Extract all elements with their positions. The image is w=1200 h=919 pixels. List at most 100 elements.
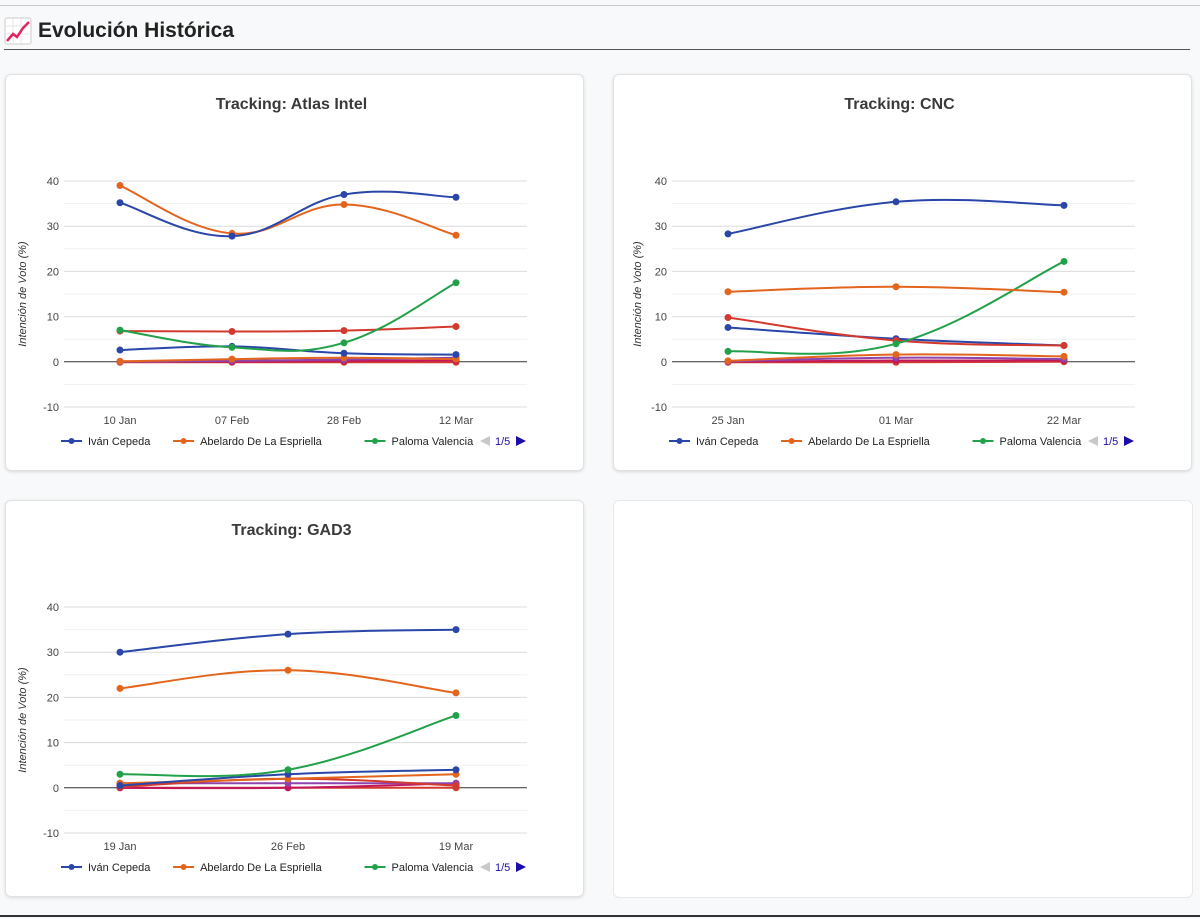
series-5	[724, 351, 1068, 365]
data-point	[452, 626, 460, 634]
y-tick-label: 20	[47, 266, 59, 278]
data-point	[284, 766, 292, 774]
y-tick-label: 10	[47, 738, 59, 750]
x-tick-label: 19 Jan	[103, 841, 136, 853]
data-point	[452, 782, 460, 790]
data-point	[228, 355, 236, 363]
data-point	[116, 326, 124, 334]
x-tick-label: 07 Feb	[215, 415, 249, 427]
series-line	[119, 356, 457, 363]
series-2	[116, 279, 460, 352]
data-point	[340, 201, 348, 209]
legend-swatch-dot	[68, 438, 75, 444]
triangle-right-icon[interactable]	[1124, 436, 1134, 446]
legend: Iván Cepeda Abelardo De La Espriella Palom…	[61, 436, 474, 448]
y-tick-label: -10	[43, 828, 59, 840]
data-point	[340, 339, 348, 347]
series-line	[119, 281, 457, 352]
legend-label: Iván Cepeda	[88, 862, 151, 874]
legend-swatch-dot	[372, 864, 378, 870]
legend-swatch-dot	[180, 864, 187, 870]
series-1	[724, 283, 1068, 296]
y-tick-label: 0	[53, 783, 59, 795]
x-tick-label: 12 Mar	[439, 415, 474, 427]
data-point	[724, 230, 732, 238]
data-point	[116, 357, 124, 365]
series-2	[116, 711, 460, 778]
data-point	[892, 340, 900, 348]
data-point	[116, 684, 124, 692]
data-point	[116, 648, 124, 656]
data-point	[1060, 201, 1068, 209]
legend-label: Iván Cepeda	[696, 436, 759, 448]
series-0	[116, 190, 460, 240]
series-line	[119, 184, 457, 237]
chart-title: Tracking: Atlas Intel	[216, 96, 367, 113]
section-header: Evolución Histórica	[4, 13, 1190, 50]
y-tick-label: 40	[47, 602, 59, 614]
y-tick-label: 20	[47, 692, 59, 704]
chart-card-atlas-intel: Tracking: Atlas Intel -10 0 10 20 30 40 Intenci…	[5, 74, 584, 471]
series-3	[116, 323, 460, 336]
data-point	[452, 351, 460, 359]
y-axis-title: Intención de Voto (%)	[632, 241, 644, 347]
triangle-right-icon[interactable]	[516, 436, 526, 446]
legend-swatch-dot	[68, 864, 75, 870]
chart-card-gad3: Tracking: GAD3 -10 0 10 20 30 40 Intención de V…	[5, 500, 584, 897]
data-point	[452, 323, 460, 331]
data-point	[1060, 288, 1068, 296]
legend-page-indicator: 1/5	[495, 862, 510, 874]
y-axis-title: Intención de Voto (%)	[17, 667, 29, 773]
chart-gad3: Tracking: GAD3 -10 0 10 20 30 40 Intención de V…	[17, 522, 527, 874]
chart-atlas-intel: Tracking: Atlas Intel -10 0 10 20 30 40 Intenci…	[17, 96, 527, 448]
y-tick-label: -10	[43, 402, 59, 414]
data-point	[452, 231, 460, 239]
x-tick-label: 28 Feb	[327, 415, 361, 427]
triangle-left-icon[interactable]	[1088, 436, 1098, 446]
data-point	[228, 232, 236, 240]
data-point	[452, 766, 460, 774]
x-tick-label: 26 Feb	[271, 841, 305, 853]
triangle-left-icon[interactable]	[480, 862, 490, 872]
y-tick-label: 30	[655, 221, 667, 233]
legend: Iván Cepeda Abelardo De La Espriella Palom…	[61, 862, 474, 874]
data-point	[724, 357, 732, 365]
data-point	[116, 199, 124, 207]
data-point	[1060, 352, 1068, 360]
legend-label: Iván Cepeda	[88, 436, 151, 448]
data-point	[452, 689, 460, 697]
series-1	[116, 182, 460, 239]
x-tick-label: 22 Mar	[1047, 415, 1082, 427]
data-point	[340, 349, 348, 357]
legend-swatch-dot	[788, 438, 795, 444]
data-point	[340, 327, 348, 335]
triangle-left-icon[interactable]	[480, 436, 490, 446]
chart-increasing-icon	[4, 17, 32, 45]
data-point	[724, 323, 732, 331]
data-point	[1060, 342, 1068, 350]
y-tick-label: 0	[53, 357, 59, 369]
data-point	[228, 328, 236, 336]
y-tick-label: 10	[655, 312, 667, 324]
legend-page-indicator: 1/5	[495, 436, 510, 448]
data-point	[452, 279, 460, 287]
y-tick-label: 40	[47, 176, 59, 188]
triangle-right-icon[interactable]	[516, 862, 526, 872]
legend-swatch-dot	[180, 438, 187, 444]
data-point	[116, 782, 124, 790]
legend-swatch-dot	[676, 438, 683, 444]
chart-cnc: Tracking: CNC -10 0 10 20 30 40 Intención de Vo…	[632, 96, 1135, 448]
data-point	[1060, 257, 1068, 265]
data-point	[452, 193, 460, 201]
data-point	[116, 770, 124, 778]
data-point	[116, 182, 124, 190]
series-0	[724, 198, 1068, 238]
page-title: Evolución Histórica	[38, 19, 235, 42]
data-point	[284, 666, 292, 674]
legend-label: Paloma Valencia	[392, 862, 475, 874]
legend-label: Abelardo De La Espriella	[808, 436, 931, 448]
series-0	[116, 626, 460, 656]
legend: Iván Cepeda Abelardo De La Espriella Palom…	[669, 436, 1082, 448]
data-point	[724, 314, 732, 322]
y-tick-label: 40	[655, 176, 667, 188]
